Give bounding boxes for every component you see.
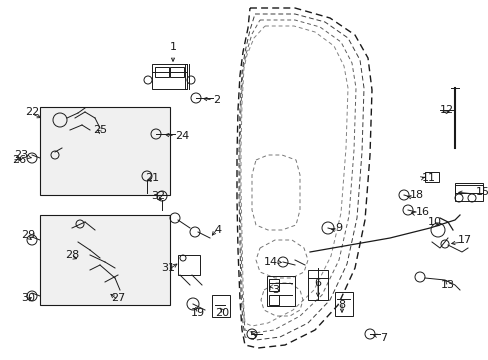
Bar: [307, 270, 327, 300]
Text: 18: 18: [409, 190, 423, 200]
Text: 31: 31: [161, 263, 175, 273]
Text: 25: 25: [93, 125, 107, 135]
Text: 17: 17: [457, 235, 471, 245]
Text: 4: 4: [214, 225, 221, 235]
Bar: [266, 276, 294, 306]
Text: 2: 2: [213, 95, 220, 105]
Bar: [454, 183, 482, 201]
Text: 12: 12: [439, 105, 453, 115]
Text: 14: 14: [264, 257, 278, 267]
Text: 3: 3: [271, 285, 279, 295]
Text: 19: 19: [190, 308, 204, 318]
Text: 26: 26: [12, 155, 26, 165]
Text: 24: 24: [175, 131, 189, 141]
Bar: [152, 64, 186, 89]
Text: 32: 32: [151, 191, 165, 201]
Text: 30: 30: [21, 293, 35, 303]
Text: 15: 15: [475, 187, 488, 197]
Text: 28: 28: [65, 250, 79, 260]
Text: 8: 8: [338, 300, 345, 310]
Bar: [424, 172, 438, 182]
Text: 22: 22: [25, 107, 39, 117]
Bar: [212, 295, 229, 317]
Text: 27: 27: [111, 293, 125, 303]
Bar: [170, 67, 183, 77]
Bar: [334, 292, 352, 316]
Text: 11: 11: [421, 173, 435, 183]
Bar: [454, 185, 482, 193]
Text: 6: 6: [314, 278, 321, 288]
Text: 9: 9: [334, 223, 342, 233]
Text: 21: 21: [144, 173, 159, 183]
Text: 10: 10: [427, 217, 441, 227]
Bar: [155, 67, 169, 77]
Text: 13: 13: [440, 280, 454, 290]
Bar: [40, 215, 170, 305]
Text: 16: 16: [415, 207, 429, 217]
Text: 20: 20: [215, 308, 228, 318]
Text: 29: 29: [21, 230, 35, 240]
Bar: [268, 279, 279, 291]
Bar: [40, 107, 170, 195]
Bar: [178, 255, 200, 275]
Text: 5: 5: [249, 331, 256, 341]
Text: 23: 23: [14, 150, 28, 160]
Text: 1: 1: [169, 42, 176, 52]
Bar: [268, 295, 279, 305]
Text: 7: 7: [379, 333, 386, 343]
